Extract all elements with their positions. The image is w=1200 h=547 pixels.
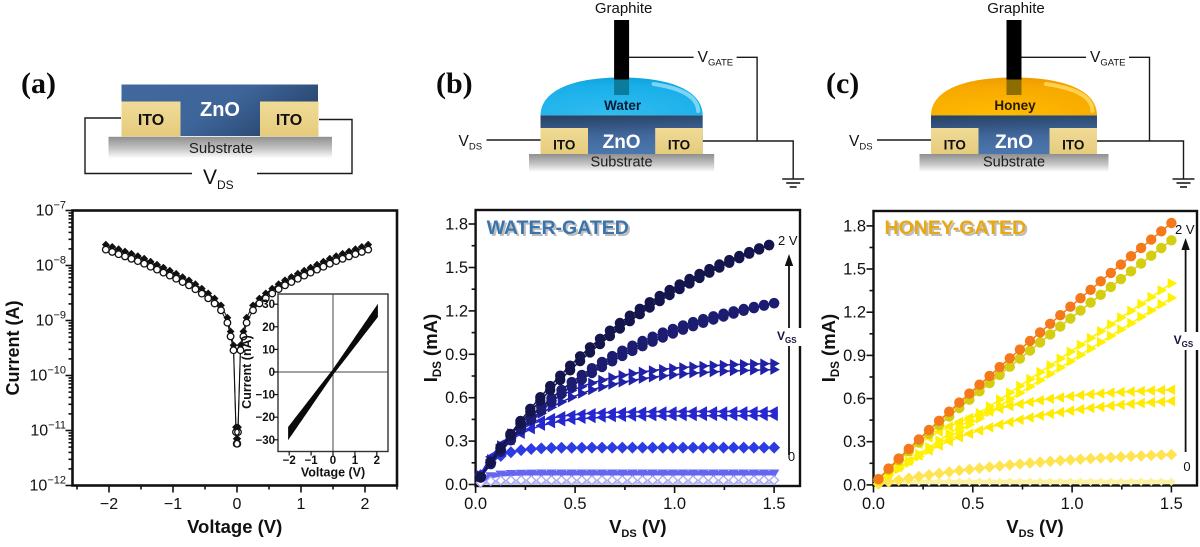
svg-text:HONEY-GATED: HONEY-GATED	[885, 217, 1027, 239]
svg-text:ITO: ITO	[276, 112, 302, 129]
svg-text:WATER-GATED: WATER-GATED	[489, 219, 631, 241]
svg-text:ITO: ITO	[1062, 138, 1084, 153]
svg-text:1.2: 1.2	[445, 302, 468, 320]
svg-text:Substrate: Substrate	[591, 155, 653, 171]
svg-text:0.6: 0.6	[843, 390, 866, 408]
svg-text:ITO: ITO	[138, 112, 164, 129]
svg-text:1.0: 1.0	[663, 495, 686, 513]
svg-text:0: 0	[788, 449, 795, 464]
svg-text:0: 0	[330, 455, 336, 467]
svg-text:1.8: 1.8	[445, 216, 468, 234]
svg-text:ZnO: ZnO	[995, 132, 1033, 153]
svg-text:−2: −2	[100, 496, 118, 513]
svg-text:1: 1	[297, 496, 306, 513]
svg-text:0.9: 0.9	[445, 346, 468, 364]
svg-text:Honey: Honey	[994, 98, 1036, 113]
svg-text:1.8: 1.8	[843, 217, 866, 235]
svg-text:2: 2	[361, 496, 370, 513]
svg-text:1.0: 1.0	[1061, 495, 1084, 513]
svg-text:−30: −30	[255, 435, 275, 447]
svg-text:HONEY-GATED: HONEY-GATED	[887, 219, 1029, 241]
svg-text:0: 0	[269, 367, 275, 379]
svg-text:0.0: 0.0	[464, 495, 487, 513]
svg-text:Water: Water	[604, 98, 642, 113]
svg-text:Current (nA): Current (nA)	[240, 335, 254, 409]
svg-text:0.9: 0.9	[843, 347, 866, 365]
svg-text:2 V: 2 V	[778, 233, 798, 248]
svg-text:0.0: 0.0	[445, 476, 468, 494]
svg-text:30: 30	[262, 299, 275, 311]
svg-text:Voltage (V): Voltage (V)	[301, 466, 365, 480]
svg-text:−1: −1	[305, 455, 319, 467]
svg-text:0.5: 0.5	[564, 495, 587, 513]
svg-text:Substrate: Substrate	[189, 140, 253, 157]
svg-text:0: 0	[233, 496, 242, 513]
svg-text:WATER-GATED: WATER-GATED	[487, 217, 629, 239]
svg-text:1: 1	[352, 455, 359, 467]
svg-text:1.5: 1.5	[843, 261, 866, 279]
svg-text:Voltage (V): Voltage (V)	[187, 516, 282, 537]
svg-text:0.5: 0.5	[961, 495, 984, 513]
svg-text:(b): (b)	[436, 67, 473, 100]
svg-text:VDS (V): VDS (V)	[609, 516, 666, 540]
svg-text:2 V: 2 V	[1175, 222, 1195, 237]
svg-text:−20: −20	[255, 412, 275, 424]
svg-text:1.5: 1.5	[445, 259, 468, 277]
svg-text:20: 20	[262, 322, 275, 334]
svg-text:0.3: 0.3	[843, 433, 866, 451]
svg-text:Graphite: Graphite	[595, 0, 653, 17]
svg-text:0.0: 0.0	[843, 476, 866, 494]
svg-text:ZnO: ZnO	[603, 132, 641, 153]
svg-text:1.5: 1.5	[763, 495, 786, 513]
svg-text:−2: −2	[283, 455, 296, 467]
svg-text:0.3: 0.3	[445, 433, 468, 451]
svg-text:VDS (V): VDS (V)	[1006, 516, 1063, 540]
svg-text:(c): (c)	[826, 67, 859, 100]
svg-text:ITO: ITO	[944, 138, 966, 153]
svg-text:1.5: 1.5	[1160, 495, 1183, 513]
svg-text:−10: −10	[255, 390, 275, 402]
svg-text:0.6: 0.6	[445, 389, 468, 407]
svg-text:−1: −1	[164, 496, 182, 513]
svg-text:Graphite: Graphite	[987, 0, 1045, 17]
svg-text:Current (A): Current (A)	[3, 301, 23, 396]
svg-text:(a): (a)	[21, 67, 56, 100]
svg-text:0: 0	[1183, 459, 1190, 474]
svg-text:Substrate: Substrate	[983, 155, 1045, 171]
svg-text:10: 10	[262, 344, 275, 356]
svg-text:ITO: ITO	[668, 138, 690, 153]
svg-text:2: 2	[374, 455, 380, 467]
svg-text:0.0: 0.0	[862, 495, 885, 513]
svg-text:ITO: ITO	[553, 138, 575, 153]
svg-text:ZnO: ZnO	[200, 99, 240, 121]
svg-text:1.2: 1.2	[843, 304, 866, 322]
